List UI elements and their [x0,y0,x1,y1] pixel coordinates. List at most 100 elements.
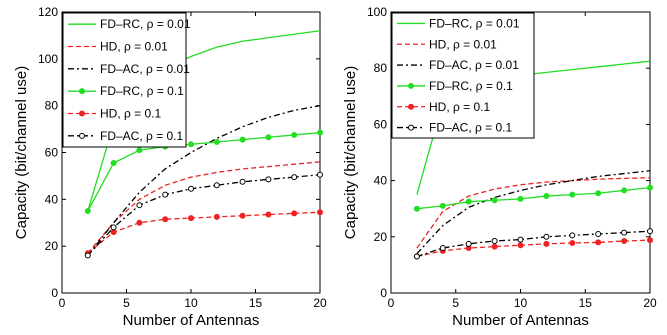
series-2 [87,161,321,254]
data-point [543,233,550,240]
y-tick-label: 40 [45,192,59,206]
legend-entry: FD–RC, ρ = 0.1 [100,84,184,98]
legend-marker [79,110,85,117]
x-tick-label: 5 [452,296,459,310]
legend-entry: HD, ρ = 0.1 [100,107,162,121]
data-point [439,202,446,209]
series-line [87,211,321,254]
x-axis-label: Number of Antennas [452,312,589,329]
data-point [162,191,169,198]
x-tick-label: 0 [388,296,395,310]
data-point [136,219,143,226]
legend-marker [79,88,85,95]
legend-marker [408,124,414,131]
data-point [569,232,576,239]
data-point [413,253,420,260]
data-point [291,174,298,181]
data-point [621,229,628,236]
series-6 [84,171,323,259]
y-tick-label: 0 [380,286,387,300]
data-point [84,208,91,215]
legend-entry: FD–RC, ρ = 0.1 [429,79,513,93]
data-point [465,240,472,247]
data-point [317,129,323,136]
legend-marker [408,103,414,110]
data-point [136,202,143,209]
x-tick-label: 10 [514,296,528,310]
data-point [239,212,246,219]
data-point [213,182,220,189]
series-6 [413,228,653,260]
y-tick-label: 120 [38,5,58,19]
series-4 [413,184,653,212]
data-point [595,190,602,197]
legend-marker [408,82,414,89]
series-line [87,105,321,256]
data-point [110,224,117,231]
data-point [213,138,220,145]
data-point [543,240,550,247]
data-point [595,239,602,246]
data-point [595,230,602,237]
data-point [517,236,524,243]
series-line [416,239,651,258]
data-point [188,215,194,222]
legend-box [62,12,187,148]
x-tick-label: 15 [579,296,593,310]
data-point [291,210,298,217]
chart-panel-2: 0 5 10 15 20 0 20 40 60 80 100 Number of Antennas Ca… [342,5,657,329]
x-tick-label: 0 [59,296,66,310]
data-point [110,160,117,167]
data-point [647,228,653,235]
y-tick-label: 80 [45,99,59,113]
legend: FD–RC, ρ = 0.01 HD, ρ = 0.01 FD–AC, ρ = 0.… [62,12,191,148]
data-point [162,216,169,223]
legend-entry: FD–AC, ρ = 0.1 [100,129,184,143]
series-3 [87,105,321,256]
data-point [188,141,194,148]
data-point [413,205,420,212]
data-point [136,147,143,154]
y-tick-label: 60 [45,146,59,160]
y-tick-label: 60 [374,117,388,131]
data-point [213,213,220,220]
data-point [265,176,272,183]
series-line [416,186,651,210]
x-tick-label: 10 [184,296,198,310]
legend-entry: FD–AC, ρ = 0.01 [100,62,190,76]
y-tick-label: 20 [374,230,388,244]
data-point [517,242,524,249]
legend-entry: FD–RC, ρ = 0.01 [100,17,191,31]
legend: FD–RC, ρ = 0.01 HD, ρ = 0.01 FD–AC, ρ = 0.… [391,12,535,139]
y-tick-label: 0 [51,286,58,300]
data-point [465,198,472,205]
data-point [647,237,653,244]
data-point [265,211,272,218]
data-point [291,131,298,138]
y-tick-label: 80 [374,61,388,75]
y-tick-label: 20 [45,239,59,253]
data-point [491,243,498,250]
x-tick-label: 15 [249,296,263,310]
series-line [416,230,651,258]
data-point [543,193,550,200]
y-axis-label: Capacity (bit/channel use) [13,66,30,239]
data-point [439,245,446,252]
x-tick-label: 20 [643,296,657,310]
data-point [265,134,272,141]
series-5 [84,209,323,257]
x-tick-label: 5 [123,296,130,310]
data-point [569,191,576,198]
data-point [239,178,246,185]
data-point [84,252,91,259]
x-axis-label: Number of Antennas [123,312,260,329]
y-tick-label: 100 [367,5,387,19]
data-point [647,184,653,191]
data-point [188,185,194,192]
series-line [87,161,321,254]
legend-entry: HD, ρ = 0.1 [429,100,491,114]
legend-entry: HD, ρ = 0.01 [100,40,168,54]
legend-entry: FD–RC, ρ = 0.01 [429,16,520,30]
series-4 [84,129,323,215]
